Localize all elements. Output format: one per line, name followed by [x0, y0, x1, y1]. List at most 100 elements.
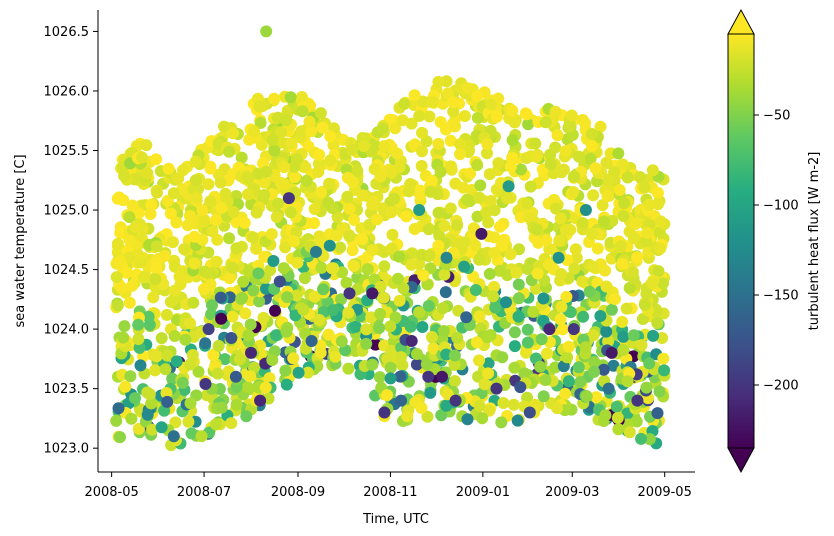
- scatter-point: [140, 139, 153, 152]
- scatter-point: [457, 181, 470, 194]
- scatter-points-listed: [167, 25, 644, 443]
- scatter-point: [444, 202, 457, 215]
- scatter-point: [151, 186, 163, 199]
- scatter-point: [378, 260, 391, 273]
- scatter-point: [169, 284, 181, 297]
- x-tick-label: 2009-03: [545, 485, 599, 500]
- scatter-point: [378, 140, 391, 152]
- scatter-point: [512, 278, 525, 291]
- scatter-point: [287, 235, 300, 248]
- scatter-point: [329, 350, 342, 363]
- scatter-point: [223, 145, 236, 158]
- scatter-point: [617, 330, 630, 343]
- scatter-point: [651, 317, 664, 329]
- scatter-point: [305, 335, 318, 347]
- scatter-point: [401, 410, 414, 423]
- scatter-point: [209, 418, 222, 431]
- scatter-point: [432, 75, 445, 88]
- scatter-point: [583, 285, 596, 298]
- scatter-point: [182, 415, 195, 428]
- scatter-point: [225, 417, 238, 430]
- scatter-point: [561, 351, 574, 364]
- scatter-point: [529, 137, 542, 150]
- scatter-point: [374, 280, 387, 293]
- scatter-point: [568, 262, 581, 275]
- scatter-point: [657, 352, 670, 365]
- scatter-point: [560, 290, 573, 303]
- scatter-point: [150, 240, 163, 253]
- scatter-point: [330, 229, 343, 242]
- scatter-point: [210, 255, 223, 268]
- scatter-point: [584, 152, 597, 165]
- scatter-point: [229, 370, 242, 383]
- scatter-point: [549, 202, 562, 215]
- scatter-point: [564, 223, 577, 236]
- scatter-point: [242, 173, 255, 186]
- scatter-point: [164, 207, 177, 220]
- scatter-point: [178, 243, 191, 256]
- scatter-point: [634, 171, 646, 183]
- scatter-point: [506, 104, 519, 117]
- scatter-point: [343, 230, 356, 243]
- scatter-point: [296, 105, 309, 118]
- scatter-point: [198, 283, 210, 296]
- scatter-point: [481, 147, 493, 160]
- scatter-point: [378, 406, 391, 419]
- scatter-point: [449, 394, 462, 407]
- scatter-point: [612, 423, 625, 436]
- scatter-point: [384, 361, 397, 374]
- scatter-point: [400, 210, 413, 223]
- scatter-point: [196, 204, 209, 217]
- scatter-point: [599, 409, 612, 422]
- scatter-point: [618, 197, 631, 210]
- scatter-point: [562, 375, 575, 388]
- scatter-point: [114, 254, 127, 267]
- scatter-point: [243, 265, 256, 278]
- scatter-point: [250, 206, 263, 219]
- y-tick-label: 1026.0: [44, 84, 90, 99]
- scatter-point: [567, 186, 580, 198]
- scatter-point: [494, 220, 506, 233]
- scatter-point: [285, 137, 298, 150]
- scatter-point: [267, 255, 280, 267]
- scatter-point: [423, 249, 436, 262]
- x-tick-label: 2008-07: [177, 485, 231, 500]
- scatter-point: [150, 153, 163, 166]
- scatter-point: [187, 296, 200, 309]
- scatter-point: [162, 162, 175, 175]
- scatter-point: [424, 386, 437, 399]
- scatter-point: [133, 341, 146, 354]
- scatter-point: [413, 306, 426, 319]
- scatter-point: [202, 178, 215, 191]
- scatter-point: [123, 296, 136, 309]
- scatter-point: [556, 323, 569, 336]
- scatter-point: [442, 87, 454, 100]
- scatter-point: [564, 120, 576, 133]
- scatter-point: [389, 311, 402, 324]
- scatter-point: [537, 314, 550, 327]
- scatter-point: [326, 262, 338, 275]
- scatter-point: [313, 148, 326, 161]
- scatter-point: [334, 241, 347, 254]
- scatter-point: [481, 138, 494, 151]
- y-tick-label: 1023.0: [44, 442, 90, 457]
- scatter-point: [421, 278, 434, 291]
- scatter-point: [111, 237, 124, 250]
- scatter-point: [654, 242, 667, 255]
- scatter-point: [413, 204, 426, 216]
- scatter-point: [230, 398, 243, 411]
- scatter-point: [393, 250, 406, 263]
- scatter-point: [630, 415, 643, 428]
- scatter-point: [463, 195, 476, 208]
- scatter-point: [555, 300, 568, 313]
- scatter-point: [420, 358, 433, 371]
- scatter-point: [188, 230, 201, 243]
- scatter-point: [504, 248, 517, 261]
- scatter-point: [204, 162, 217, 175]
- scatter-point: [316, 121, 329, 134]
- scatter-point: [607, 359, 620, 372]
- scatter-point: [596, 199, 609, 212]
- scatter-point: [303, 115, 316, 128]
- scatter-point: [616, 258, 629, 271]
- scatter-point: [451, 331, 464, 344]
